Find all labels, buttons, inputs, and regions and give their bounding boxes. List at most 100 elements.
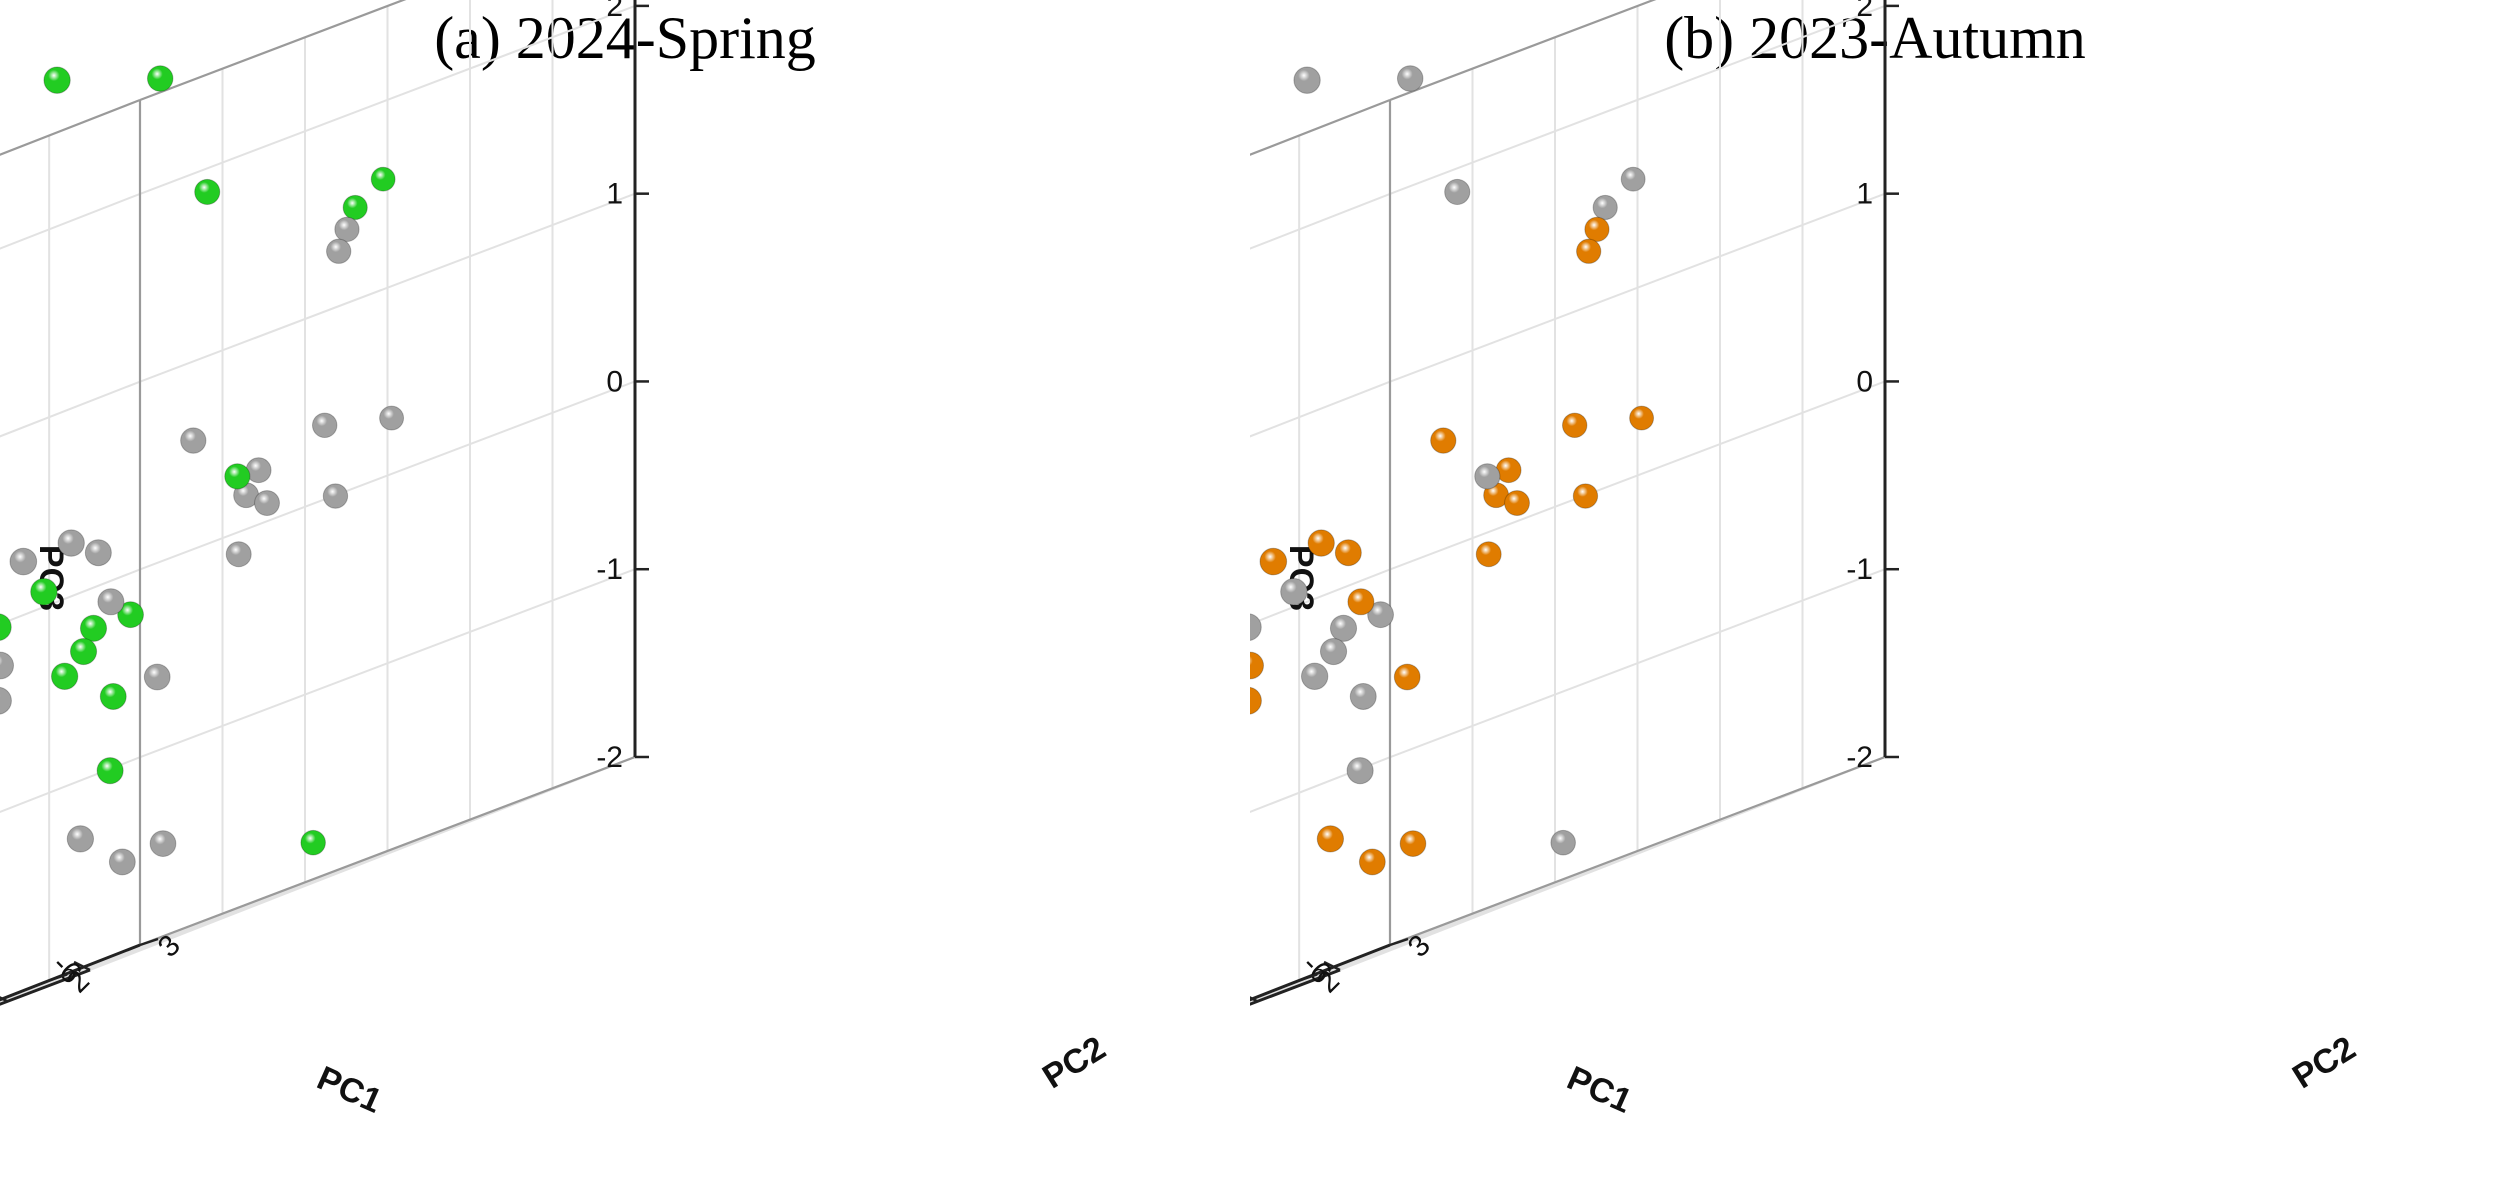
data-point [84, 539, 112, 567]
grid-line [1250, 568, 1391, 626]
data-point [0, 613, 12, 641]
data-point [1504, 490, 1530, 516]
data-point [1576, 238, 1602, 264]
data-point [43, 66, 71, 94]
grid-line [0, 192, 141, 250]
data-point [1399, 830, 1427, 857]
data-point [370, 166, 396, 192]
data-point [1316, 825, 1345, 853]
data-point [1280, 578, 1308, 606]
x-tick [73, 960, 91, 972]
x-tick [1323, 960, 1341, 972]
data-point [143, 663, 171, 691]
data-point [1250, 651, 1265, 680]
grid-line [1250, 818, 1721, 1005]
grid-line [1250, 912, 1473, 1002]
data-point [1346, 757, 1374, 785]
x-tick [0, 996, 9, 1003]
data-point [326, 238, 352, 264]
grid-line [1389, 380, 1886, 571]
grid-line [1250, 192, 1391, 250]
grid-line [139, 4, 636, 195]
z-tick-label: -2 [596, 741, 623, 774]
box-edge [139, 0, 407, 102]
data-point [57, 529, 85, 557]
data-point [311, 412, 338, 438]
z-tick-label: 0 [1856, 365, 1873, 398]
grid-line [1250, 898, 1523, 1004]
data-point [108, 848, 136, 876]
x-tick-label: -4 [0, 980, 5, 1022]
data-point [66, 825, 95, 853]
grid-line [0, 756, 141, 814]
grid-line [1250, 850, 1638, 1004]
chart-title-b: (b) 2023-Autumn [1664, 5, 2086, 71]
grid-line [0, 818, 471, 1005]
data-point [1550, 829, 1576, 856]
data-point [1367, 601, 1394, 629]
grid-line [0, 850, 388, 1004]
z-tick-label: 0 [606, 365, 623, 398]
data-point [30, 578, 58, 606]
x-axis-label: PC1 [312, 1059, 388, 1121]
y-tick [1298, 973, 1318, 982]
y-axis-label: PC2 [2286, 1029, 2362, 1096]
data-point [1293, 66, 1321, 94]
data-point [225, 541, 252, 568]
z-tick-label: -1 [596, 553, 623, 586]
data-point [1259, 547, 1288, 576]
data-point [1396, 65, 1424, 92]
grid-line [1389, 192, 1886, 383]
data-point [1358, 848, 1386, 876]
chart-title-a: (a) 2024-Spring [434, 5, 816, 71]
data-point [1561, 412, 1588, 438]
grid-line [0, 898, 273, 1004]
data-point [1250, 686, 1262, 715]
data-point [79, 614, 108, 642]
grid-line [139, 192, 636, 383]
data-point [69, 637, 98, 666]
data-point [1250, 613, 1262, 641]
grid-line [0, 881, 306, 1003]
data-point [1347, 588, 1375, 616]
z-tick-label: -1 [1846, 553, 1873, 586]
box-edge [0, 98, 141, 156]
grid-line [139, 380, 636, 571]
grid-line [1250, 756, 1391, 814]
x-axis-line [1250, 968, 1341, 1006]
box-edge [1250, 98, 1391, 156]
data-point [1334, 539, 1362, 567]
data-point [1430, 427, 1457, 454]
data-point [1629, 405, 1655, 431]
data-point [1474, 463, 1501, 490]
data-point [96, 757, 124, 785]
z-tick-label: 2 [606, 0, 623, 23]
y-axis-line [1250, 943, 1391, 1002]
data-point [1572, 483, 1599, 509]
chart-panel-b: (b) 2023-Autumn -2-1012-6-4-20246-3-2-10… [1250, 0, 2500, 1200]
data-point [1592, 194, 1618, 221]
z-tick-label: 1 [606, 178, 623, 211]
data-point [149, 830, 177, 857]
grid-line [1250, 933, 1432, 1005]
x-tick [1250, 996, 1259, 1003]
grid-line [0, 912, 223, 1002]
data-point [334, 216, 360, 242]
data-point [1584, 216, 1610, 242]
data-point [50, 662, 79, 690]
data-point [97, 588, 125, 616]
y-axis-label: PC2 [1036, 1029, 1112, 1096]
grid-line [0, 380, 141, 438]
x-tick-label: -4 [1250, 980, 1255, 1022]
data-point [194, 178, 221, 206]
x-axis-label: PC1 [1562, 1059, 1638, 1121]
box-edge [1389, 0, 1657, 102]
box-edge [139, 755, 636, 947]
y-tick [48, 973, 68, 982]
grid-line [0, 568, 141, 626]
grid-line [1250, 881, 1556, 1003]
grid-line [0, 827, 454, 1002]
z-tick-label: -2 [1846, 741, 1873, 774]
